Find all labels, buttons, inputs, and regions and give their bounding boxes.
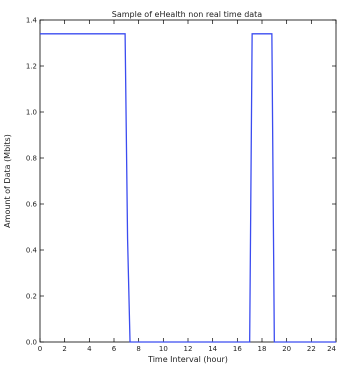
x-tick-label: 12 [184,345,193,353]
x-tick-label: 6 [112,345,117,353]
x-tick-label: 18 [258,345,267,353]
y-tick-label: 1.4 [26,17,38,25]
y-tick-label: 1.2 [26,63,37,71]
y-tick-label: 0.4 [26,247,38,255]
series-layer [40,33,336,343]
x-tick-label: 10 [159,345,168,353]
y-tick-label: 0.2 [26,293,37,301]
plot-frame [39,19,337,343]
y-tick-label: 0.6 [26,201,38,209]
chart-title: Sample of eHealth non real time data [112,10,263,19]
x-tick-label: 4 [87,345,92,353]
y-axis-label: Amount of Data (Mbits) [3,134,12,228]
x-tick-label: 16 [233,345,242,353]
x-tick-label: 14 [208,345,217,353]
y-tick-label: 0.0 [26,339,37,347]
x-tick-label: 8 [136,345,140,353]
series-line [40,33,336,343]
y-axis-ticks: 0.0 0.2 0.4 0.6 0.8 1.0 1.2 1.4 [26,17,336,347]
x-tick-label: 20 [282,345,291,353]
y-tick-label: 1.0 [26,109,37,117]
y-tick-label: 0.8 [26,155,37,163]
x-tick-label: 0 [38,345,42,353]
x-axis-ticks: 0 2 4 6 8 10 12 14 16 18 20 22 24 [38,20,337,353]
x-tick-label: 24 [327,345,336,353]
x-axis-label: Time Interval (hour) [147,355,228,364]
x-tick-label: 2 [62,345,66,353]
x-tick-label: 22 [307,345,316,353]
